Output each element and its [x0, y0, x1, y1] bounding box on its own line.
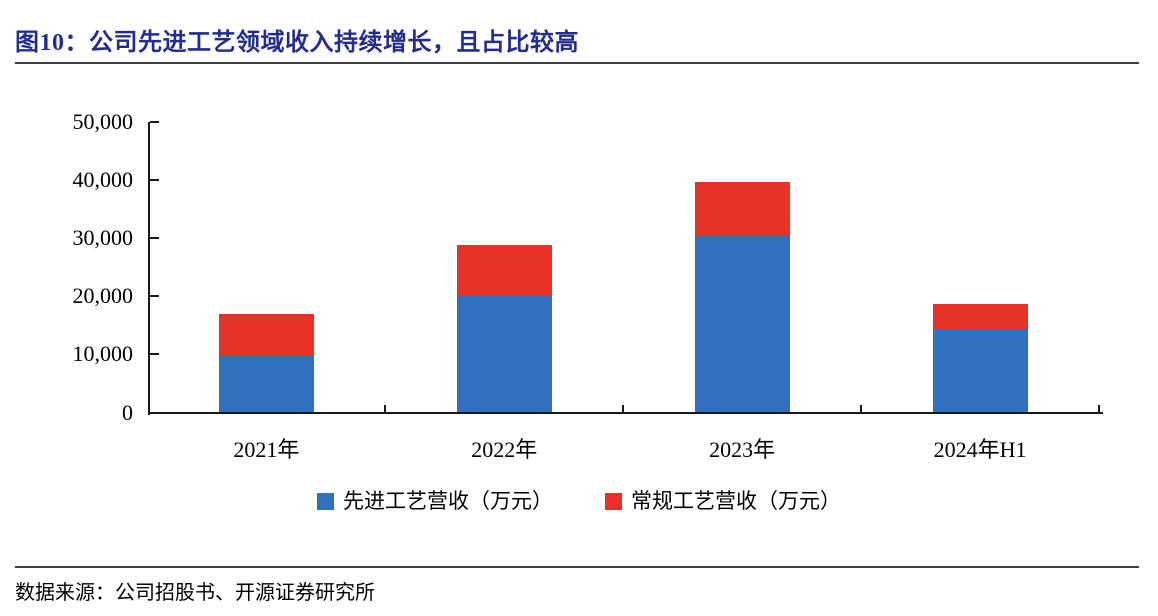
bar-segment-regular — [932, 304, 1028, 330]
x-axis-category-label: 2021年 — [233, 437, 300, 462]
bar-segment-advanced — [694, 236, 790, 413]
y-axis-tick-label: 40,000 — [72, 166, 134, 192]
y-axis-tick — [149, 120, 159, 123]
y-axis-tick — [149, 295, 159, 298]
x-axis-category-label: 2022年 — [471, 437, 538, 462]
legend-label-regular: 常规工艺营收（万元） — [631, 489, 841, 513]
figure-title: 图10：公司先进工艺领域收入持续增长，且占比较高 — [15, 30, 579, 56]
x-axis-tick — [622, 404, 625, 413]
y-axis-tick-label: 50,000 — [72, 108, 134, 134]
legend-item-advanced: 先进工艺营收（万元） — [317, 489, 553, 513]
x-axis-tick — [860, 404, 863, 413]
legend-item-regular: 常规工艺营收（万元） — [605, 489, 841, 513]
y-axis-tick-label: 30,000 — [72, 224, 134, 250]
x-axis-category-label: 2024年H1 — [933, 437, 1027, 462]
bar-segment-regular — [456, 244, 552, 296]
legend-swatch-advanced — [317, 492, 334, 510]
y-axis-tick — [149, 236, 159, 239]
y-axis-tick-label: 20,000 — [72, 283, 134, 309]
legend-label-advanced: 先进工艺营收（万元） — [343, 489, 553, 513]
source-divider — [15, 566, 1139, 568]
bar-segment-regular — [218, 314, 314, 357]
bar-segment-advanced — [456, 295, 552, 413]
y-axis-tick — [149, 353, 159, 356]
legend: 先进工艺营收（万元） 常规工艺营收（万元） — [0, 489, 1158, 513]
x-axis-line — [147, 411, 1103, 414]
x-axis-tick — [384, 404, 387, 413]
bar-segment-regular — [694, 182, 790, 237]
data-source: 数据来源：公司招股书、开源证券研究所 — [15, 582, 375, 604]
title-underline — [15, 62, 1139, 64]
x-axis-category-label: 2023年 — [709, 437, 776, 462]
bar-segment-advanced — [932, 329, 1028, 413]
y-axis-tick — [149, 178, 159, 181]
legend-swatch-regular — [605, 492, 622, 510]
y-axis-tick-label: 10,000 — [72, 341, 134, 367]
bar-segment-advanced — [218, 356, 314, 413]
y-axis-line — [147, 121, 150, 415]
y-axis-tick-label: 0 — [122, 399, 133, 425]
x-axis-tick — [1098, 404, 1100, 413]
